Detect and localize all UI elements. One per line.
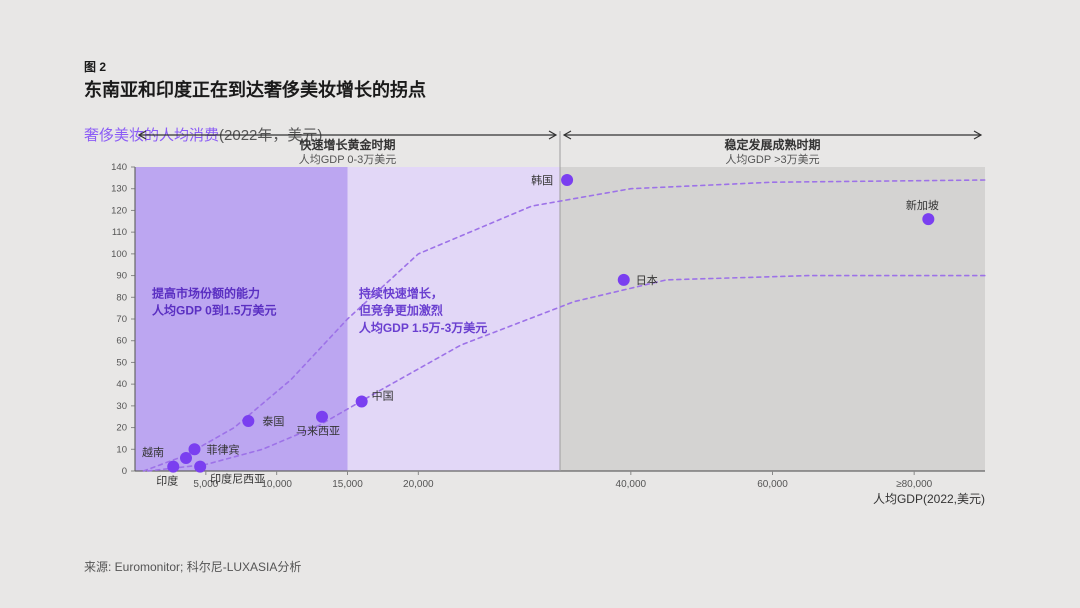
point-label-malaysia: 马来西亚: [296, 425, 340, 438]
point-india: [167, 461, 179, 473]
figure-number: 图 2: [84, 58, 426, 75]
header: 图 2 东南亚和印度正在到达奢侈美妆增长的拐点: [84, 58, 426, 102]
y-tick: 90: [116, 271, 127, 282]
point-philippines: [189, 443, 201, 455]
point-label-vietnam: 越南: [142, 445, 164, 459]
zone-label: 人均GDP 0到1.5万美元: [152, 303, 276, 318]
point-china: [356, 396, 368, 408]
x-tick: 20,000: [403, 479, 434, 490]
x-axis-label: 人均GDP(2022,美元): [873, 492, 985, 506]
zone-label: 但竞争更加激烈: [358, 303, 443, 318]
point-label-china: 中国: [372, 390, 394, 403]
region-mature: [560, 167, 985, 471]
page: 图 2 东南亚和印度正在到达奢侈美妆增长的拐点 奢侈美妆的人均消费(2022年，…: [0, 0, 1080, 608]
x-tick: 60,000: [757, 479, 788, 490]
point-korea: [561, 174, 573, 186]
point-label-indonesia: 印度尼西亚: [210, 472, 265, 486]
point-label-philippines: 菲律宾: [207, 442, 240, 456]
point-singapore: [922, 213, 934, 225]
point-label-japan: 日本: [636, 273, 658, 287]
y-tick: 50: [116, 357, 127, 368]
y-tick: 70: [116, 314, 127, 325]
y-tick: 10: [116, 444, 127, 455]
point-japan: [618, 274, 630, 286]
point-thailand: [242, 415, 254, 427]
point-label-singapore: 新加坡: [906, 198, 939, 212]
y-tick: 20: [116, 423, 127, 434]
chart-title: 东南亚和印度正在到达奢侈美妆增长的拐点: [84, 76, 426, 102]
point-label-thailand: 泰国: [262, 414, 284, 428]
chart-svg: 0102030405060708090100110120130140快速增长黄金…: [90, 155, 990, 505]
x-tick: 15,000: [332, 479, 363, 490]
zone-label: 人均GDP 1.5万-3万美元: [359, 320, 487, 335]
scatter-chart: 0102030405060708090100110120130140快速增长黄金…: [90, 155, 990, 505]
source-note: 来源: Euromonitor; 科尔尼-LUXASIA分析: [84, 558, 301, 575]
point-malaysia: [316, 411, 328, 423]
point-label-india: 印度: [156, 474, 178, 488]
point-indonesia: [194, 461, 206, 473]
zone-label: 提高市场份额的能力: [152, 285, 260, 300]
x-tick: 40,000: [616, 479, 647, 490]
y-tick: 60: [116, 336, 127, 347]
y-tick: 110: [112, 227, 127, 238]
point-vietnam: [180, 452, 192, 464]
region-title-mature: 稳定发展成熟时期: [724, 137, 820, 152]
subzone-zone-b: [348, 167, 561, 471]
y-tick: 120: [111, 205, 127, 216]
x-tick: ≥80,000: [896, 479, 933, 490]
region-sub-golden-growth: 人均GDP 0-3万美元: [299, 153, 397, 166]
y-tick: 0: [122, 466, 127, 477]
y-tick: 100: [111, 249, 127, 260]
y-tick: 80: [116, 292, 127, 303]
y-tick: 30: [116, 401, 127, 412]
y-tick: 40: [116, 379, 127, 390]
y-tick: 130: [111, 184, 127, 195]
region-title-golden-growth: 快速增长黄金时期: [299, 137, 395, 152]
y-tick: 140: [111, 162, 127, 173]
x-tick: 10,000: [261, 479, 292, 490]
point-label-korea: 韩国: [531, 173, 553, 187]
region-sub-mature: 人均GDP >3万美元: [725, 153, 819, 166]
